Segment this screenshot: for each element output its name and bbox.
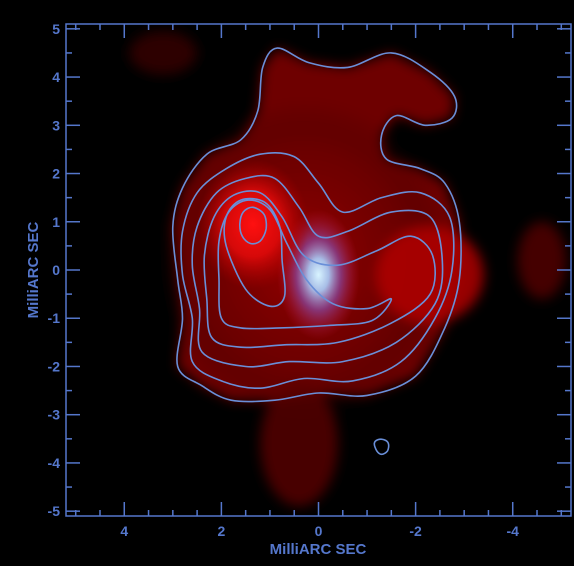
y-tick-label: 4 [52,69,60,85]
x-tick-label: 0 [315,523,323,539]
x-tick-label: 2 [217,523,225,539]
x-tick-label: 4 [120,523,128,539]
x-tick-labels: 4 2 0 -2 -4 [120,523,519,539]
y-axis-label: MilliARC SEC [25,222,42,319]
x-tick-label: -2 [409,523,422,539]
y-tick-label: 0 [52,262,60,278]
y-tick-label: 1 [52,214,60,230]
y-tick-labels: 5 4 3 2 1 0 -1 -2 -3 -4 -5 [48,21,61,519]
western-lobe [377,227,484,323]
y-tick-label: 2 [52,166,60,182]
x-tick-label: -4 [507,523,520,539]
y-tick-label: -2 [48,358,61,374]
lobe-peak [197,159,309,289]
y-tick-label: -4 [48,455,61,471]
y-tick-label: -5 [48,503,61,519]
y-tick-label: 5 [52,21,60,37]
north-east-knot [129,31,197,74]
y-tick-label: 3 [52,117,60,133]
x-axis-label: MilliARC SEC [270,541,367,558]
y-tick-label: -1 [48,310,61,326]
y-tick-label: -3 [48,407,61,423]
far-west-knot [518,222,567,299]
